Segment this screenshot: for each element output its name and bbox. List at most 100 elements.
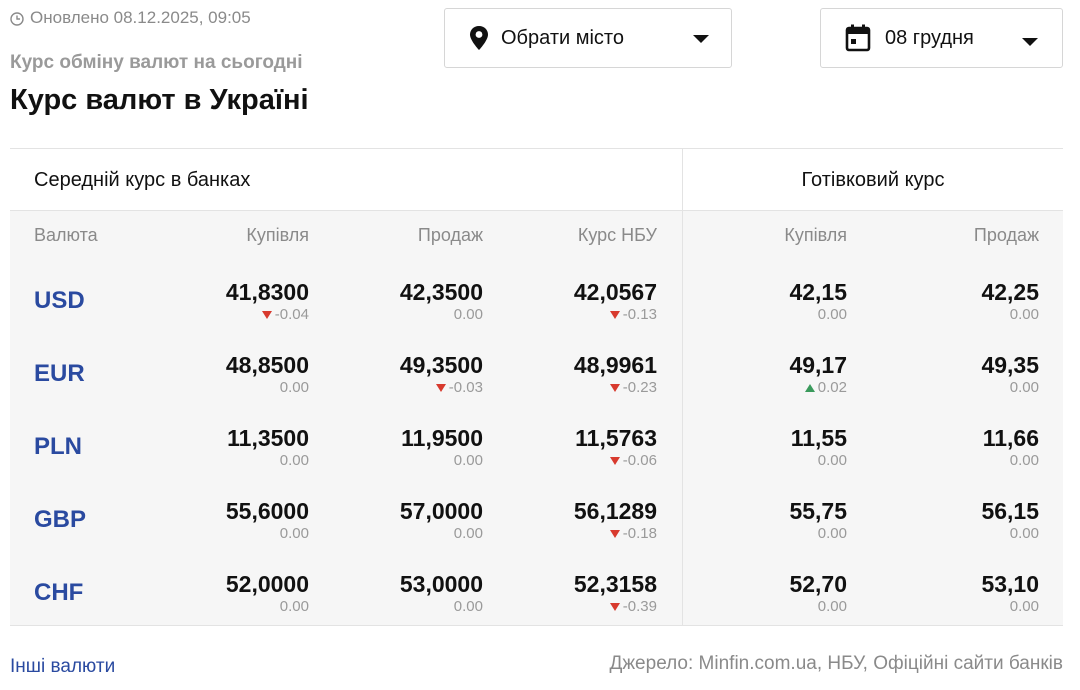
buy-cell: 41,8300 -0.04 xyxy=(226,279,309,325)
currency-link[interactable]: USD xyxy=(34,287,85,314)
other-currencies-link[interactable]: Інші валюти xyxy=(10,656,116,677)
rate-value: 53,10 xyxy=(981,571,1039,597)
exchange-rate-table: Середній курс в банках Готівковий курс В… xyxy=(10,148,1063,626)
table-body xyxy=(10,211,1063,625)
change-value: -0.04 xyxy=(274,306,309,323)
arrow-down-icon xyxy=(609,530,620,539)
city-select-label: Обрати місто xyxy=(501,26,624,49)
change-value: 0.00 xyxy=(279,452,309,469)
rate-value: 41,8300 xyxy=(225,279,309,305)
rate-value: 49,35 xyxy=(981,352,1039,378)
change-value: 0.00 xyxy=(453,452,483,469)
rate-value: 42,3500 xyxy=(399,279,483,305)
change-value: -0.13 xyxy=(622,306,657,323)
cash-sell-cell: 49,35 0.00 xyxy=(981,352,1039,398)
currency-link[interactable]: PLN xyxy=(34,433,82,460)
currency-link[interactable]: GBP xyxy=(34,506,87,533)
change-value: 0.00 xyxy=(453,525,483,542)
change-value: 0.00 xyxy=(1009,452,1039,469)
rate-value: 49,17 xyxy=(789,352,847,378)
arrow-down-icon xyxy=(435,384,446,393)
page-title: Курс валют в Україні xyxy=(10,84,309,116)
change-value: 0.00 xyxy=(817,306,847,323)
buy-cell: 11,3500 0.00 xyxy=(227,425,309,471)
change-value: 0.00 xyxy=(1009,525,1039,542)
date-select-label: 08 грудня xyxy=(885,26,974,49)
change-value: -0.03 xyxy=(448,379,483,396)
rate-change: 0.00 xyxy=(226,378,309,398)
table-row: GBP 55,6000 0.00 57,0000 0.00 56,1289 -0.18… xyxy=(10,484,1063,557)
rate-change: 0.00 xyxy=(401,451,483,471)
nbu-cell: 11,5763 -0.06 xyxy=(575,425,657,471)
change-value: 0.00 xyxy=(817,452,847,469)
cash-sell-cell: 42,25 0.00 xyxy=(981,279,1039,325)
rate-change: 0.00 xyxy=(226,524,309,544)
column-header-cash-buy: Купівля xyxy=(784,225,847,245)
rate-value: 11,3500 xyxy=(227,425,309,451)
nbu-cell: 48,9961 -0.23 xyxy=(574,352,657,398)
buy-cell: 48,8500 0.00 xyxy=(226,352,309,398)
rate-value: 52,3158 xyxy=(573,571,657,597)
change-value: -0.06 xyxy=(622,452,657,469)
arrow-down-icon xyxy=(609,603,620,612)
buy-cell: 55,6000 0.00 xyxy=(226,498,309,544)
change-value: 0.00 xyxy=(817,525,847,542)
arrow-down-icon xyxy=(261,311,272,320)
rate-change: 0.00 xyxy=(981,378,1039,398)
arrow-down-icon xyxy=(609,384,620,393)
change-value: -0.18 xyxy=(622,525,657,542)
rate-value: 56,1289 xyxy=(573,498,657,524)
rate-value: 42,0567 xyxy=(573,279,657,305)
rate-change: 0.00 xyxy=(400,524,483,544)
rate-value: 55,75 xyxy=(789,498,847,524)
rate-value: 11,5763 xyxy=(575,425,657,451)
rate-value: 48,8500 xyxy=(225,352,309,378)
change-value: -0.23 xyxy=(622,379,657,396)
change-value: 0.00 xyxy=(453,306,483,323)
rate-value: 48,9961 xyxy=(573,352,657,378)
rate-change: -0.18 xyxy=(574,524,657,544)
rate-value: 52,70 xyxy=(789,571,847,597)
change-value: 0.00 xyxy=(279,525,309,542)
rate-change: 0.00 xyxy=(400,597,483,617)
column-header-currency: Валюта xyxy=(34,225,98,245)
rate-value: 42,25 xyxy=(981,279,1039,305)
rate-change: -0.23 xyxy=(574,378,657,398)
cash-buy-cell: 55,75 0.00 xyxy=(789,498,847,544)
rate-change: -0.39 xyxy=(574,597,657,617)
updated-timestamp: Оновлено 08.12.2025, 09:05 xyxy=(10,8,251,28)
cash-sell-cell: 56,15 0.00 xyxy=(981,498,1039,544)
change-value: 0.00 xyxy=(279,598,309,615)
nbu-cell: 42,0567 -0.13 xyxy=(574,279,657,325)
arrow-down-icon xyxy=(609,311,620,320)
sell-cell: 57,0000 0.00 xyxy=(400,498,483,544)
change-value: 0.00 xyxy=(1009,598,1039,615)
city-select[interactable]: Обрати місто xyxy=(444,8,732,68)
cash-buy-cell: 49,17 0.02 xyxy=(789,352,847,398)
rate-change: 0.00 xyxy=(400,305,483,325)
change-value: 0.00 xyxy=(1009,379,1039,396)
currency-link[interactable]: CHF xyxy=(34,579,84,606)
rate-change: 0.00 xyxy=(791,451,847,471)
rate-change: 0.00 xyxy=(226,597,309,617)
rate-value: 11,66 xyxy=(982,425,1039,451)
rate-value: 49,3500 xyxy=(399,352,483,378)
rate-change: 0.00 xyxy=(981,524,1039,544)
rate-value: 55,6000 xyxy=(225,498,309,524)
date-select[interactable]: 08 грудня xyxy=(820,8,1063,68)
rate-value: 52,0000 xyxy=(225,571,309,597)
rate-change: -0.13 xyxy=(574,305,657,325)
cash-sell-cell: 11,66 0.00 xyxy=(983,425,1039,471)
rate-change: 0.00 xyxy=(983,451,1039,471)
rate-value: 11,9500 xyxy=(401,425,483,451)
cash-buy-cell: 42,15 0.00 xyxy=(789,279,847,325)
change-value: 0.00 xyxy=(453,598,483,615)
chevron-down-icon xyxy=(1022,38,1038,46)
nbu-cell: 56,1289 -0.18 xyxy=(574,498,657,544)
currency-link[interactable]: EUR xyxy=(34,360,85,387)
rate-change: 0.00 xyxy=(981,305,1039,325)
rate-value: 11,55 xyxy=(790,425,847,451)
sell-cell: 53,0000 0.00 xyxy=(400,571,483,617)
divider xyxy=(10,210,1063,211)
location-pin-icon xyxy=(469,25,489,51)
